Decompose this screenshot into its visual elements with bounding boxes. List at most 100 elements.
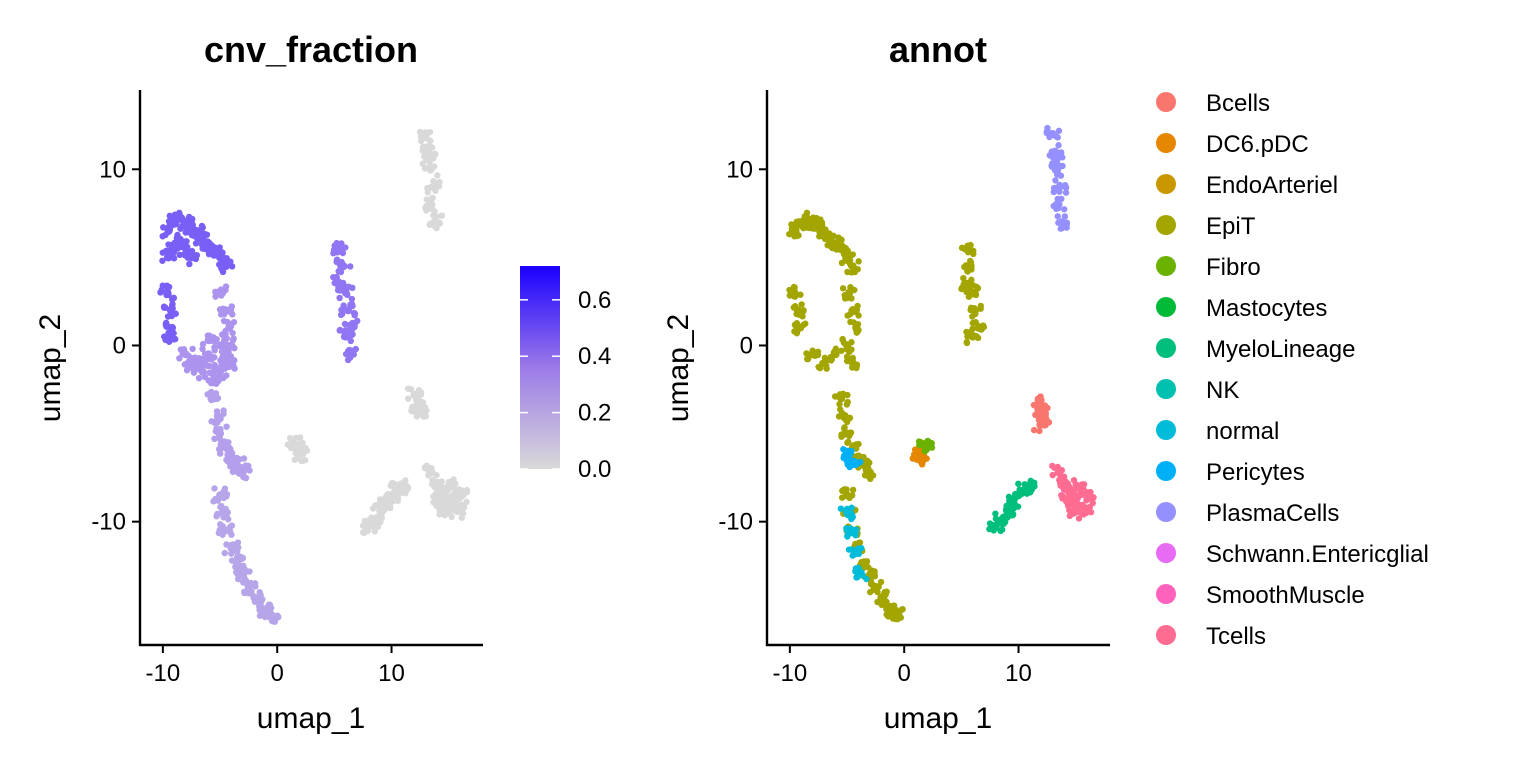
data-point [335,284,343,292]
data-point [422,150,429,157]
data-point [877,578,885,586]
data-point [848,269,855,276]
data-point [181,239,189,246]
data-point [234,566,241,573]
legend-label: Fibro [1206,254,1261,281]
points-layer [157,128,471,625]
data-point [163,323,170,330]
data-point [217,425,224,433]
data-point [198,222,206,230]
data-point [338,240,345,247]
data-point [183,366,191,374]
data-point [213,380,220,387]
data-point [174,234,181,241]
legend-swatch [1156,625,1176,645]
legend-swatch [1156,215,1176,235]
data-point [189,215,196,223]
data-point [432,187,439,195]
data-point [333,246,340,253]
data-point [843,401,851,408]
legend-swatch [1156,297,1176,317]
data-point [219,531,226,538]
axis-ticks: -10 0 10 -10 0 10 [718,156,1032,687]
data-point [1055,142,1062,149]
legend-swatch [1156,174,1176,194]
data-point [404,385,412,392]
data-point [815,363,823,371]
data-point [844,439,851,446]
data-point [831,348,838,355]
data-point [845,289,852,296]
data-point [848,339,855,346]
y-tick-label: 10 [99,156,126,183]
data-point [838,494,846,501]
data-point [351,312,358,319]
data-point [373,514,380,521]
data-point [1055,198,1062,205]
data-point [800,307,807,314]
data-point [220,514,227,521]
data-point [928,444,936,451]
data-point [336,294,343,302]
data-point [394,489,401,497]
data-point [964,249,972,256]
legend: Bcells DC6.pDC EndoArteriel EpiT Fibro Mastoc… [1156,90,1429,650]
data-point [857,458,864,466]
data-point [216,450,224,457]
data-point [869,472,877,479]
data-point [228,522,236,529]
data-point [463,498,470,506]
data-point [170,336,177,343]
data-point [1014,503,1022,510]
data-point [969,319,977,327]
x-tick-label: -10 [146,660,181,687]
data-point [958,285,965,293]
data-point [398,480,405,487]
data-point [791,321,799,329]
data-point [803,224,811,231]
data-point [838,236,845,244]
data-point [864,463,871,470]
data-point [443,502,450,509]
data-point [352,345,359,353]
data-point [438,212,446,219]
data-point [847,462,854,470]
data-point [1070,476,1078,484]
data-point [855,312,862,319]
data-point [994,520,1001,528]
data-point [1086,492,1093,500]
data-point [413,398,420,405]
data-point [165,329,172,337]
legend-swatch [1156,133,1176,153]
data-point [433,471,440,479]
data-point [371,528,379,535]
data-point [1080,487,1087,494]
data-point [179,215,186,222]
data-point [448,513,455,521]
data-point [229,336,237,344]
data-point [804,219,812,226]
data-point [230,318,238,326]
data-point [429,194,436,202]
data-point [847,284,854,291]
legend-swatch [1156,543,1176,563]
data-point [204,362,211,370]
data-point [415,386,423,394]
legend-label: Mastocytes [1206,295,1327,322]
data-point [1070,487,1078,495]
data-point [791,284,798,291]
data-point [220,410,227,418]
data-point [1058,492,1065,499]
data-point [793,307,801,314]
x-tick-label: 0 [898,660,911,687]
data-point [220,488,227,496]
data-point [221,337,228,344]
data-point [421,404,429,411]
data-point [223,423,230,430]
data-point [887,609,894,617]
data-point [176,209,183,217]
data-point [213,408,221,415]
data-point [162,336,169,344]
legend-label: Tcells [1206,623,1266,650]
data-point [348,321,355,329]
